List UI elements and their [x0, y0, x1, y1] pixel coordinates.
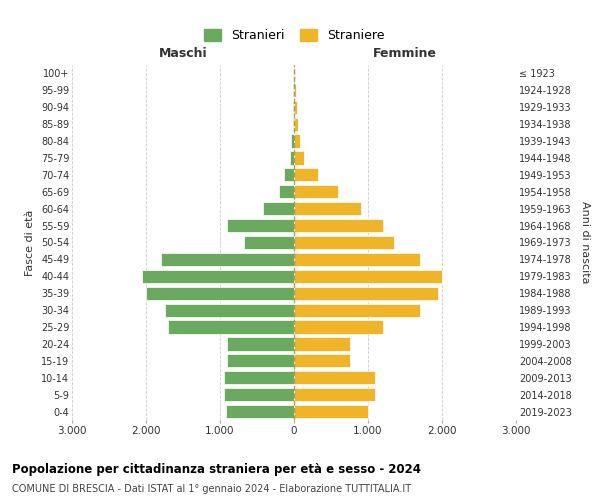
Bar: [294, 320, 383, 334]
Bar: [294, 100, 297, 114]
Bar: [293, 100, 294, 114]
Bar: [244, 236, 294, 249]
Bar: [284, 168, 294, 181]
Bar: [294, 405, 368, 418]
Bar: [161, 253, 294, 266]
Bar: [294, 152, 304, 164]
Bar: [294, 84, 296, 97]
Text: Maschi: Maschi: [158, 47, 208, 60]
Text: COMUNE DI BRESCIA - Dati ISTAT al 1° gennaio 2024 - Elaborazione TUTTITALIA.IT: COMUNE DI BRESCIA - Dati ISTAT al 1° gen…: [12, 484, 411, 494]
Bar: [294, 270, 442, 283]
Bar: [294, 236, 394, 249]
Y-axis label: Fasce di età: Fasce di età: [25, 210, 35, 276]
Bar: [227, 354, 294, 368]
Text: Femmine: Femmine: [373, 47, 437, 60]
Bar: [290, 152, 294, 164]
Bar: [294, 118, 298, 131]
Bar: [168, 320, 294, 334]
Bar: [164, 304, 294, 316]
Bar: [294, 219, 383, 232]
Bar: [294, 67, 295, 80]
Bar: [294, 388, 376, 401]
Bar: [226, 405, 294, 418]
Legend: Stranieri, Straniere: Stranieri, Straniere: [200, 25, 388, 46]
Y-axis label: Anni di nascita: Anni di nascita: [580, 201, 590, 284]
Bar: [224, 371, 294, 384]
Bar: [224, 388, 294, 401]
Bar: [293, 118, 294, 131]
Bar: [294, 134, 300, 147]
Bar: [146, 286, 294, 300]
Bar: [294, 202, 361, 215]
Bar: [227, 219, 294, 232]
Bar: [263, 202, 294, 215]
Bar: [279, 185, 294, 198]
Bar: [294, 354, 349, 368]
Bar: [292, 134, 294, 147]
Bar: [294, 185, 338, 198]
Bar: [142, 270, 294, 283]
Bar: [294, 338, 349, 350]
Bar: [294, 168, 317, 181]
Bar: [294, 371, 376, 384]
Bar: [294, 253, 420, 266]
Bar: [227, 338, 294, 350]
Bar: [294, 286, 438, 300]
Text: Popolazione per cittadinanza straniera per età e sesso - 2024: Popolazione per cittadinanza straniera p…: [12, 462, 421, 475]
Bar: [294, 304, 420, 316]
